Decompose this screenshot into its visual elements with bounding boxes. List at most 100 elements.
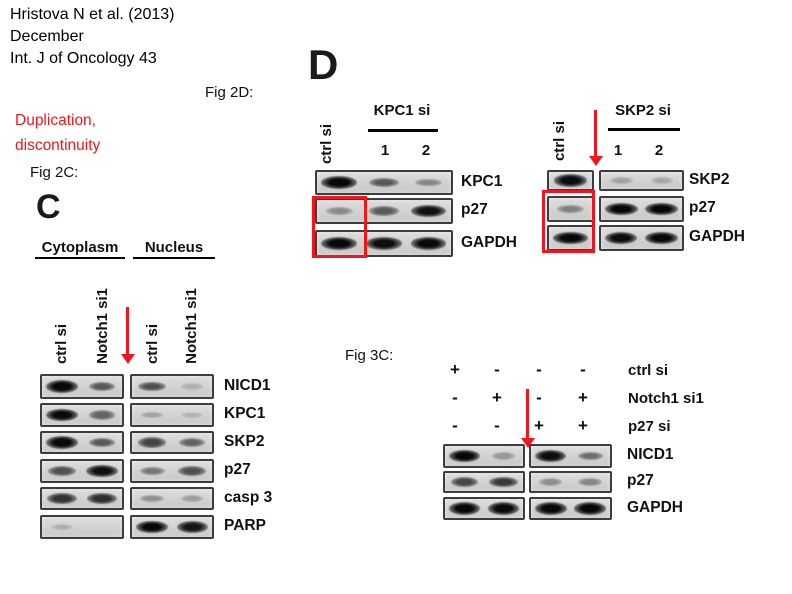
blot-lane — [642, 227, 683, 249]
fig3c-condition-label: ctrl si — [628, 362, 669, 379]
group-header-cytoplasm: Cytoplasm — [41, 239, 119, 256]
red-arrow-skp2 — [588, 110, 603, 166]
fig3c-condition-sign: - — [536, 388, 542, 407]
fig3c-condition-sign: + — [534, 416, 544, 435]
panel-c-lane-label-1: ctrl si — [53, 323, 70, 364]
protein-band — [492, 452, 515, 460]
fig3c-condition-sign: - — [536, 360, 542, 379]
protein-band — [366, 237, 402, 250]
blot-lane — [571, 499, 611, 518]
blot-lane — [82, 489, 122, 508]
protein-band — [88, 437, 116, 448]
kpc1-header-underline — [368, 129, 438, 132]
blot-lane — [317, 172, 362, 193]
blot-lane — [484, 446, 523, 466]
kpc1-ctrl-lane-label: ctrl si — [318, 123, 335, 164]
fig3c-row-label: NICD1 — [627, 446, 674, 463]
protein-band — [369, 177, 399, 188]
panel_c-row-label: p27 — [224, 461, 251, 478]
protein-band — [650, 177, 673, 184]
fig3c-label: Fig 3C: — [345, 347, 394, 364]
skp2-header-underline — [608, 128, 680, 131]
protein-band — [86, 464, 118, 478]
blot-lane — [172, 433, 212, 452]
blot-lane — [406, 172, 451, 193]
blot-lane — [42, 517, 82, 537]
blot-lane — [484, 499, 523, 518]
panel_c-row-label: SKP2 — [224, 432, 265, 450]
panel_c-blot-box — [40, 403, 124, 427]
panel_c-blot-box — [130, 374, 214, 399]
panel_c-row-label: NICD1 — [224, 376, 271, 394]
blot-lane — [172, 489, 212, 508]
blot-lane — [172, 405, 212, 425]
blot-lane — [132, 376, 172, 397]
skp2-row-label: p27 — [689, 199, 716, 216]
blot-lane — [82, 405, 122, 425]
protein-band — [553, 174, 588, 187]
panel-c-lane-label-4: Notch1 si1 — [183, 288, 200, 364]
blot-lane — [317, 200, 362, 222]
blot-lane — [42, 461, 82, 481]
blot-lane — [484, 473, 523, 491]
fig3c-row-label: GAPDH — [627, 498, 683, 516]
panel_c-blot-box — [40, 374, 124, 399]
blot-lane — [445, 499, 484, 518]
blot-lane — [445, 473, 484, 491]
protein-band — [577, 451, 603, 461]
protein-band — [535, 449, 567, 463]
panel_c-blot-box — [40, 459, 124, 483]
protein-band — [140, 494, 164, 503]
skp2-blot-box — [547, 196, 594, 222]
protein-band — [176, 521, 208, 533]
skp2-blot-box — [547, 170, 594, 191]
fig3c-blot-box — [443, 471, 525, 493]
blot-lane — [172, 517, 212, 537]
protein-band — [578, 478, 603, 486]
blot-lane — [172, 461, 212, 481]
protein-band — [450, 476, 479, 488]
panel_c-blot-box — [130, 487, 214, 510]
protein-band — [410, 237, 447, 250]
protein-band — [140, 411, 164, 419]
blot-lane — [132, 433, 172, 452]
fig3c-condition-sign: - — [494, 360, 500, 379]
protein-band — [137, 437, 167, 448]
panel_c-row-label: PARP — [224, 517, 266, 534]
blot-lane — [42, 405, 82, 425]
cytoplasm-underline — [35, 257, 125, 259]
protein-band — [604, 202, 638, 216]
kpc1-blot-box — [315, 170, 453, 195]
skp2-row-label: SKP2 — [689, 170, 730, 188]
fig3c-condition-sign: - — [494, 416, 500, 435]
fig3c-blot-box — [443, 497, 525, 520]
fig2d-label: Fig 2D: — [205, 84, 254, 101]
protein-band — [609, 177, 633, 184]
panel_c-row-label: KPC1 — [224, 405, 266, 422]
panel_c-blot-box — [40, 515, 124, 539]
fig3c-blot-box — [529, 497, 612, 520]
blot-lane — [317, 232, 362, 255]
protein-band — [369, 206, 399, 216]
group-header-nucleus: Nucleus — [144, 239, 204, 256]
blot-lane — [42, 433, 82, 452]
red-arrow-fig3c — [520, 389, 535, 448]
fig3c-condition-sign: - — [452, 388, 458, 407]
kpc1-lane-number: 2 — [421, 142, 431, 159]
citation-line-1: Hristova N et al. (2013) — [10, 6, 175, 23]
protein-band — [321, 237, 358, 250]
blot-lane — [571, 473, 611, 491]
blot-lane — [601, 198, 642, 220]
fig3c-condition-sign: + — [492, 388, 502, 407]
protein-band — [48, 466, 76, 476]
fig3c-condition-sign: - — [452, 416, 458, 435]
red-box-kpc1-ctrl — [312, 196, 367, 258]
panel-c-lane-label-3: ctrl si — [144, 323, 161, 364]
protein-band — [88, 410, 116, 420]
kpc1-row-label: GAPDH — [461, 233, 517, 251]
panel_c-row-label: casp 3 — [224, 488, 273, 506]
protein-band — [51, 523, 73, 531]
panel_c-blot-box — [40, 487, 124, 510]
blot-lane — [362, 232, 407, 255]
blot-lane — [445, 446, 484, 466]
